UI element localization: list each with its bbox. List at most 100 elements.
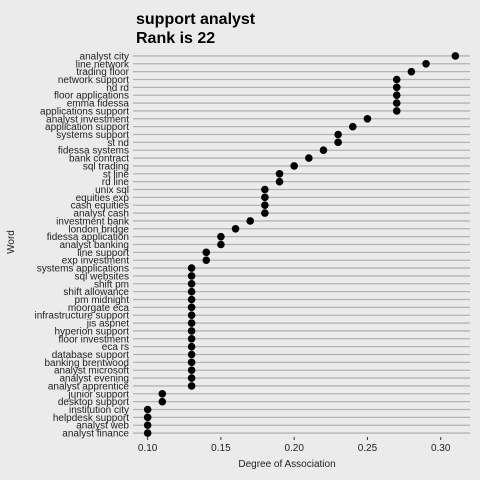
x-tick-label: 0.30 — [431, 443, 451, 454]
y-tick-label: st nd — [107, 138, 129, 149]
data-point — [261, 193, 269, 202]
data-point — [143, 413, 152, 422]
y-tick-label: floor investment — [58, 334, 129, 345]
data-point — [246, 217, 255, 225]
y-tick-label: bank contract — [69, 154, 129, 165]
y-tick-label: analyst web — [76, 421, 129, 432]
y-tick-label: fidessa application — [47, 232, 129, 243]
chart-subtitle: Rank is 22 — [136, 30, 215, 47]
data-point — [202, 248, 211, 257]
x-tick-label: 0.20 — [284, 443, 304, 454]
data-point — [187, 366, 196, 375]
y-tick-label: applications support — [40, 106, 129, 117]
y-tick-label: line support — [77, 248, 129, 259]
data-point — [392, 83, 401, 92]
y-tick-label: infrastructure support — [35, 311, 130, 322]
x-tick-label: 0.25 — [358, 443, 378, 454]
y-tick-label: application support — [45, 122, 129, 133]
plot-area — [133, 52, 470, 437]
y-tick-label: analyst microsoft — [54, 366, 129, 377]
y-tick-label: equities exp — [76, 193, 130, 204]
y-tick-label: analyst evening — [60, 374, 130, 385]
chart-title: support analyst — [136, 11, 256, 28]
y-tick-label: analyst cash — [73, 209, 129, 220]
data-point — [187, 327, 196, 335]
data-point — [231, 224, 240, 233]
data-point — [187, 287, 196, 296]
y-tick-label: hyperion support — [55, 326, 130, 337]
data-point — [143, 421, 152, 430]
data-point — [261, 185, 269, 194]
data-point — [348, 122, 357, 131]
y-tick-label: systems support — [56, 130, 129, 141]
y-tick-label: nd rd — [106, 83, 129, 94]
data-point — [158, 389, 167, 398]
data-point — [202, 256, 211, 265]
y-tick-label: shift allowance — [63, 287, 129, 298]
y-tick-label: database support — [52, 350, 130, 361]
y-tick-label: exp investment — [62, 256, 129, 267]
x-axis-ticks: 0.10 0.15 0.20 0.25 0.30 — [138, 437, 451, 454]
data-point — [187, 319, 196, 327]
y-tick-label: cash equities — [71, 201, 129, 212]
y-tick-label: banking brentwood — [44, 358, 129, 369]
data-point — [187, 264, 196, 272]
data-point — [392, 75, 401, 84]
y-tick-label: jis aspnet — [86, 319, 129, 330]
data-point — [261, 209, 269, 217]
data-point — [187, 350, 196, 359]
data-point — [422, 59, 430, 68]
y-tick-label: moorgate eca — [68, 303, 130, 314]
data-point — [143, 429, 152, 437]
y-tick-label: systems applications — [37, 264, 129, 275]
y-tick-label: sql websites — [75, 271, 129, 282]
data-point — [187, 303, 196, 312]
data-point — [407, 67, 416, 76]
data-point — [143, 405, 152, 414]
data-point — [275, 177, 284, 186]
y-tick-label: institution city — [69, 405, 129, 416]
data-point — [305, 154, 313, 162]
data-point — [363, 114, 372, 123]
y-tick-label: st line — [103, 169, 130, 180]
y-tick-label: analyst finance — [62, 429, 129, 440]
y-tick-label: analyst investment — [46, 114, 129, 125]
x-tick-label: 0.10 — [138, 443, 158, 454]
data-point — [187, 358, 196, 367]
data-point — [334, 138, 342, 147]
data-point — [334, 130, 342, 139]
data-point — [392, 107, 401, 115]
data-point — [217, 240, 225, 249]
y-tick-label: floor applications — [54, 91, 129, 102]
x-tick-label: 0.15 — [211, 443, 231, 454]
y-tick-label: network support — [58, 75, 129, 86]
data-point — [187, 334, 196, 343]
y-tick-label: unix sql — [95, 185, 129, 196]
y-tick-label: analyst city — [80, 51, 129, 62]
y-tick-label: sql trading — [83, 161, 129, 172]
data-point — [187, 295, 196, 304]
y-tick-label: shift pm — [94, 279, 129, 290]
y-tick-label: eca rs — [102, 342, 129, 353]
data-point — [451, 52, 460, 60]
y-tick-label: london bridge — [68, 224, 129, 235]
y-tick-label: pm midnight — [75, 295, 130, 306]
data-point — [290, 162, 298, 170]
y-tick-label: trading floor — [76, 67, 129, 78]
data-point — [217, 232, 225, 241]
y-tick-label: emma fidessa — [67, 99, 130, 110]
data-point — [187, 374, 196, 382]
y-tick-label: analyst banking — [60, 240, 130, 251]
x-axis-title: Degree of Association — [238, 459, 335, 470]
y-tick-label: desktop support — [58, 397, 129, 408]
y-tick-label: helpdesk support — [53, 413, 129, 424]
data-point — [392, 99, 401, 107]
data-point — [187, 272, 196, 280]
data-point — [392, 91, 401, 100]
y-tick-label: investment bank — [56, 216, 130, 227]
data-point — [187, 342, 196, 351]
data-point — [261, 201, 269, 210]
data-point — [158, 397, 167, 406]
